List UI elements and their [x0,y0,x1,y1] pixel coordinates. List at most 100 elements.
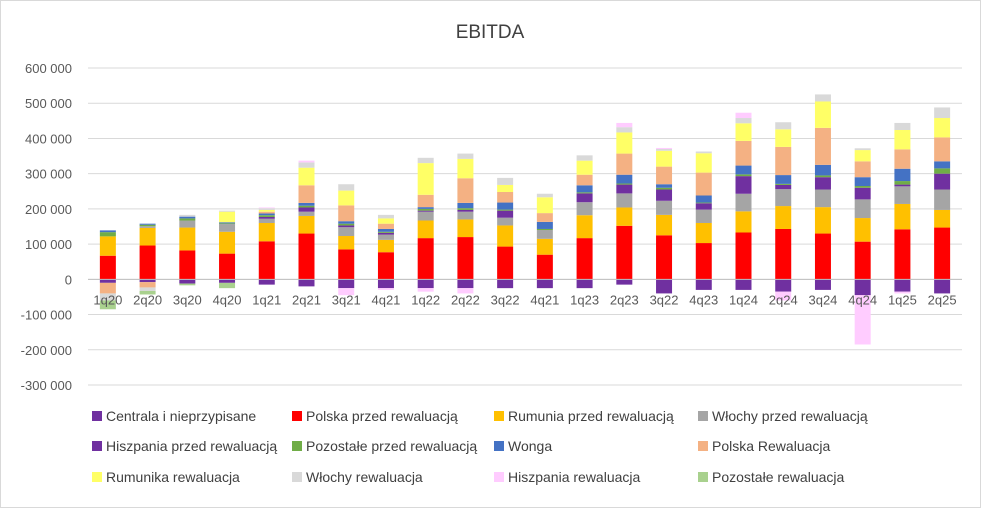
bar-segment [457,288,474,294]
bar-segment [616,279,633,285]
legend-label: Pozostałe rewaluacja [712,469,845,485]
bar-segment [298,160,315,163]
y-tick-label: -200 000 [21,343,72,358]
x-tick-label: 3q21 [332,292,361,307]
legend-swatch [494,411,504,421]
bar-segment [417,207,434,209]
legend-swatch [292,472,302,482]
legend-label: Hiszpania rewaluacja [508,469,641,485]
legend-label: Polska Rewaluacja [712,438,830,454]
bar-segment [298,205,315,208]
bar-segment [735,193,752,212]
bar-segment [139,282,156,288]
bar-segment [894,203,911,230]
bar-segment [258,213,275,216]
legend-swatch [292,441,302,451]
bar-segment [576,174,593,186]
bar-segment [616,184,633,194]
bar-segment [417,194,434,208]
bar-segment [656,279,673,294]
bar-segment [814,164,831,176]
bar-segment [298,207,315,212]
bar-segment [219,224,236,232]
bar-segment [179,214,196,217]
bar-segment [179,250,196,280]
bar-segment [854,295,871,345]
y-tick-label: 200 000 [25,202,72,217]
bar-segment [934,227,951,280]
bar-segment [536,238,553,255]
bar-segment [536,279,553,289]
bar-segment [338,249,355,280]
bar-segment [258,208,275,210]
bar-segment [139,290,156,295]
bar-segment [814,233,831,280]
legend-label: Rumunika rewaluacja [106,469,240,485]
x-tick-label: 4q20 [213,292,242,307]
bar-segment [695,153,712,173]
bar-segment [616,207,633,226]
bar-segment [258,216,275,219]
legend-label: Włochy rewaluacja [306,469,423,485]
bar-segment [656,200,673,215]
bar-segment [854,199,871,219]
legend-label: Wonga [508,438,552,454]
bar-segment [576,160,593,175]
bar-segment [536,254,553,280]
bar-segment [656,214,673,236]
bar-segment [219,223,236,225]
bar-segment [457,219,474,238]
bar-segment [457,211,474,220]
bar-segment [139,287,156,291]
bar-segment [695,151,712,154]
bar-segment [99,230,116,233]
bar-segment [179,283,196,286]
bar-segment [854,148,871,151]
bar-segment [258,241,275,280]
legend-swatch [698,411,708,421]
x-tick-label: 2q25 [928,292,957,307]
bar-segment [854,279,871,296]
bar-segment [656,235,673,280]
bars [88,94,962,345]
bar-segment [219,231,236,254]
bar-segment [934,118,951,138]
bar-segment [417,238,434,280]
bar-segment [616,127,633,133]
bar-segment [377,214,394,219]
legend-swatch [698,441,708,451]
x-tick-label: 4q23 [689,292,718,307]
x-tick-label: 3q22 [491,292,520,307]
x-tick-label: 2q20 [133,292,162,307]
bar-segment [576,155,593,161]
legend-swatch [292,411,302,421]
bar-segment [735,279,752,290]
bar-segment [775,129,792,147]
bar-segment [99,232,116,237]
bar-segment [258,222,275,242]
bar-segment [298,279,315,287]
bar-segment [616,122,633,128]
bar-segment [814,177,831,190]
bar-segment [775,183,792,185]
bar-segment [497,225,514,247]
legend-swatch [698,472,708,482]
bar-segment [377,234,394,240]
y-tick-label: 0 [65,272,72,287]
legend: Centrala i nieprzypisane Polska przed rew… [92,408,868,485]
bar-segment [735,118,752,124]
y-tick-label: -100 000 [21,308,72,323]
x-tick-label: 2q22 [451,292,480,307]
bar-segment [854,185,871,188]
bar-segment [775,228,792,280]
bar-segment [298,202,315,206]
bar-segment [536,228,553,231]
bar-segment [894,229,911,280]
bar-segment [258,215,275,217]
bar-segment [298,215,315,234]
bar-segment [417,211,434,221]
bar-segment [814,127,831,165]
bar-segment [775,291,792,301]
bar-segment [497,210,514,218]
